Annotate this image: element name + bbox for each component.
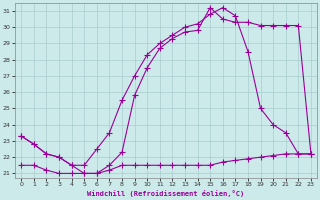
X-axis label: Windchill (Refroidissement éolien,°C): Windchill (Refroidissement éolien,°C) bbox=[87, 190, 245, 197]
